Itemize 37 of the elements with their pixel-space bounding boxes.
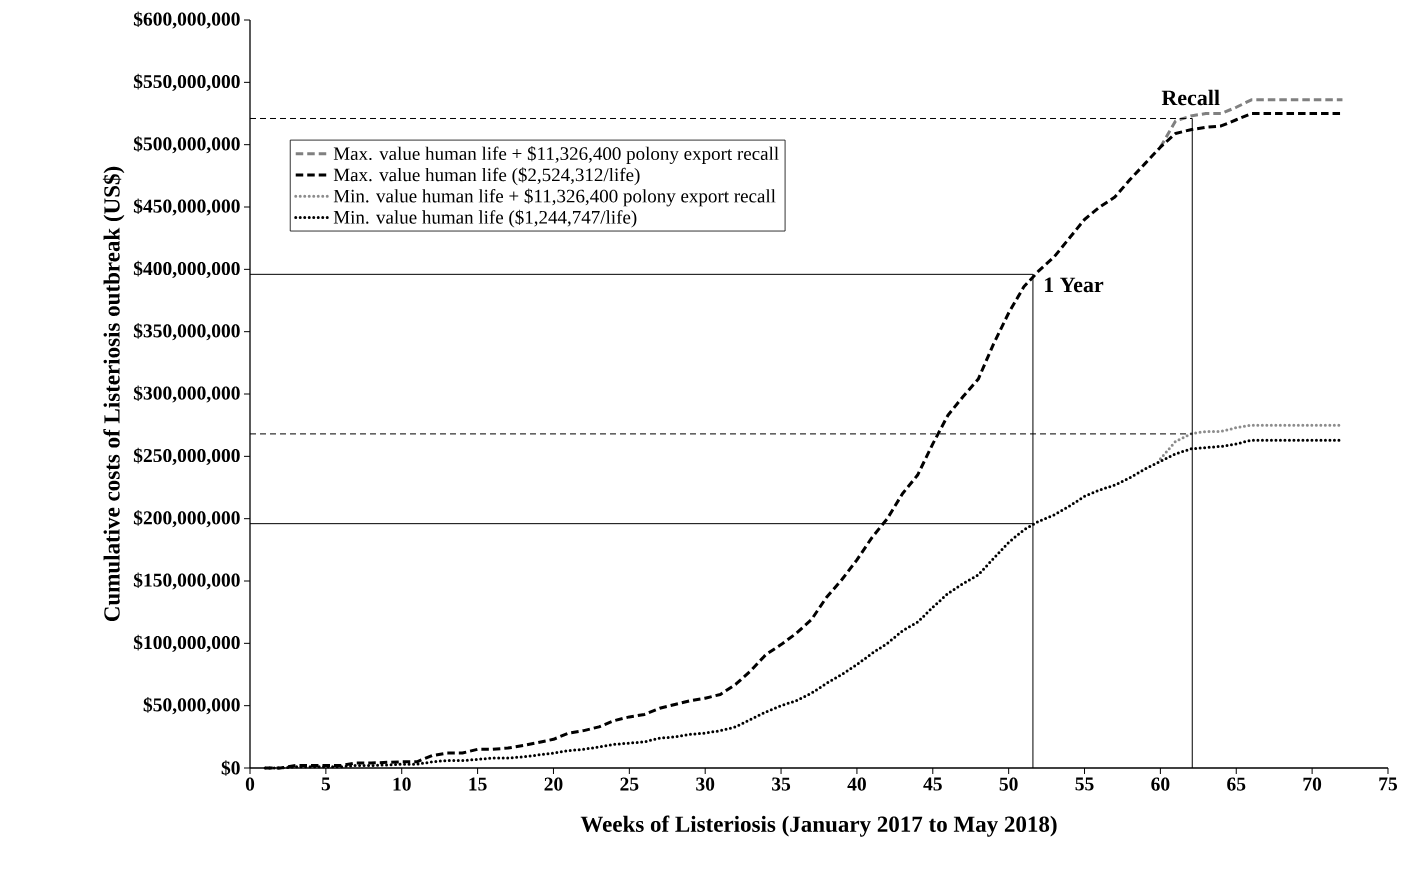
legend-label: Max. value human life + $11,326,400 polony export recall	[333, 146, 779, 164]
x-tick-label: 45	[923, 777, 942, 791]
x-tick-label: 70	[1303, 777, 1322, 791]
annotation: 1 Year	[1044, 277, 1104, 293]
x-tick-label: 50	[999, 777, 1018, 791]
y-axis-title: Cumulative costs of Listeriosis outbreak (US$)	[102, 166, 125, 622]
legend-label: Min. value human life + $11,326,400 polony export recall	[333, 188, 776, 207]
x-tick-label: 40	[847, 777, 866, 791]
y-tick-label: $150,000,000	[133, 572, 240, 590]
x-tick-label: 30	[696, 777, 715, 791]
x-tick-label: 25	[620, 777, 639, 791]
y-tick-label: $550,000,000	[133, 73, 240, 91]
x-tick-label: 0	[245, 777, 255, 791]
y-tick-label: $50,000,000	[143, 697, 240, 715]
x-tick-label: 65	[1227, 777, 1246, 791]
legend-label: Min. value human life ($1,244,747/life)	[333, 209, 637, 228]
x-axis-title: Weeks of Listeriosis (January 2017 to May 2018)	[580, 815, 1057, 837]
y-tick-label: $200,000,000	[133, 510, 240, 528]
x-tick-label: 60	[1151, 777, 1170, 791]
y-tick-label: $450,000,000	[133, 198, 240, 216]
y-tick-label: $500,000,000	[133, 136, 240, 154]
y-tick-label: $400,000,000	[133, 260, 240, 278]
x-tick-label: 5	[321, 777, 331, 791]
x-tick-label: 15	[469, 777, 487, 791]
y-tick-label: $0	[221, 760, 240, 776]
x-tick-label: 20	[544, 777, 563, 791]
y-tick-label: $350,000,000	[133, 323, 240, 341]
legend-label: Max. value human life ($2,524,312/life)	[333, 167, 640, 186]
y-tick-label: $300,000,000	[133, 385, 240, 403]
annotation: Recall	[1161, 89, 1220, 106]
x-tick-label: 35	[772, 777, 791, 791]
x-tick-label: 55	[1075, 777, 1094, 791]
x-tick-label: 75	[1379, 777, 1398, 791]
y-tick-label: $250,000,000	[133, 447, 240, 465]
y-tick-label: $600,000,000	[133, 11, 240, 29]
y-tick-label: $100,000,000	[133, 634, 240, 652]
x-tick-label: 10	[393, 777, 411, 791]
